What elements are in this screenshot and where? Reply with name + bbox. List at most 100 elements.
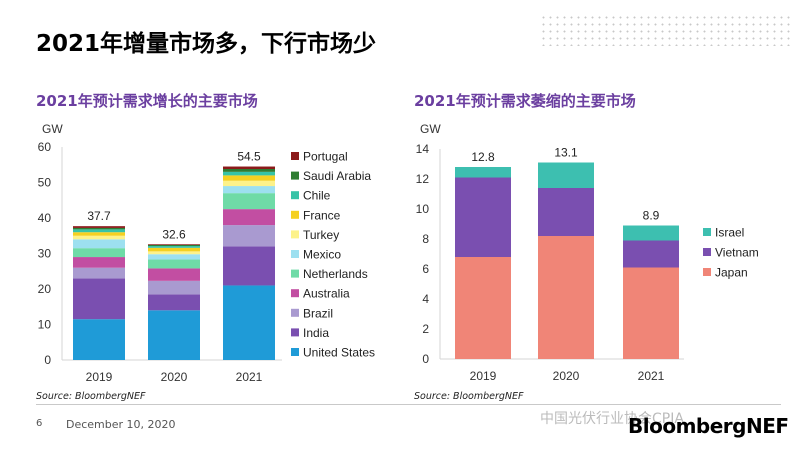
right-bar-segment-vietnam-2021: [623, 240, 679, 268]
left-bar-segment-chile-2021: [223, 171, 275, 176]
left-bar-total-label-2021: 54.5: [237, 150, 261, 164]
left-bar-segment-chile-2019: [73, 229, 125, 233]
right-ytick-label: 6: [422, 262, 429, 276]
left-bar-segment-turkey-2020: [148, 251, 200, 255]
left-chart-source: Source: BloombergNEF: [36, 391, 146, 402]
right-bar-segment-vietnam-2020: [538, 188, 594, 236]
slide-date: December 10, 2020: [66, 418, 176, 431]
left-bar-segment-portugal-2019: [73, 226, 125, 228]
right-ytick-label: 4: [422, 292, 429, 306]
left-legend-label-portugal: Portugal: [303, 150, 348, 164]
brand-logo-text: BloombergNEF: [628, 414, 789, 438]
right-bar-segment-japan-2019: [455, 257, 511, 359]
left-legend-swatch-saudi-arabia: [291, 171, 299, 180]
right-ylabel: GW: [420, 122, 441, 136]
left-bar-segment-netherlands-2019: [73, 248, 125, 258]
page-number: 6: [36, 418, 43, 429]
left-bar-segment-portugal-2020: [148, 244, 200, 245]
right-bar-segment-japan-2020: [538, 236, 594, 359]
right-bar-segment-japan-2021: [623, 267, 679, 359]
left-ytick-label: 20: [38, 282, 52, 296]
decorative-dot-pattern: [540, 14, 790, 46]
right-ytick-label: 12: [416, 172, 430, 186]
slide-title: 2021年增量市场多，下行市场少: [36, 31, 377, 57]
right-bar-segment-israel-2020: [538, 162, 594, 188]
left-bar-segment-saudi-arabia-2019: [73, 227, 125, 230]
right-bar-total-label-2020: 13.1: [554, 146, 578, 160]
left-legend-swatch-mexico: [291, 250, 299, 258]
left-bar-segment-france-2021: [223, 175, 275, 181]
right-legend-label-israel: Israel: [715, 226, 744, 240]
left-legend-label-australia: Australia: [303, 287, 350, 301]
left-legend-swatch-united-states: [291, 348, 299, 356]
left-bar-segment-australia-2020: [148, 268, 200, 281]
left-bar-segment-saudi-arabia-2020: [148, 244, 200, 247]
left-legend-swatch-brazil: [291, 308, 299, 317]
left-legend-label-saudi-arabia: Saudi Arabia: [303, 169, 371, 183]
left-ylabel: GW: [42, 122, 63, 136]
left-x-tick-label: 2020: [161, 370, 188, 384]
left-ytick-label: 50: [38, 176, 52, 190]
watermark-text: 中国光伏行业协会CPIA: [540, 411, 684, 427]
left-bar-segment-united-states-2019: [73, 319, 125, 360]
right-legend-swatch-japan: [703, 268, 711, 276]
left-x-tick-label: 2021: [236, 370, 263, 384]
left-legend-label-india: India: [303, 326, 329, 340]
left-legend-label-turkey: Turkey: [303, 228, 339, 242]
left-x-tick-label: 2019: [86, 370, 113, 384]
footer-divider: [36, 404, 781, 405]
right-bar-segment-vietnam-2019: [455, 177, 511, 257]
right-legend-swatch-vietnam: [703, 248, 711, 256]
left-bar-segment-mexico-2020: [148, 254, 200, 260]
left-bar-segment-portugal-2021: [223, 166, 275, 170]
left-legend-label-netherlands: Netherlands: [303, 267, 368, 281]
left-legend-label-mexico: Mexico: [303, 248, 341, 262]
right-legend-label-japan: Japan: [715, 266, 748, 280]
left-legend-swatch-france: [291, 210, 299, 219]
right-x-tick-label: 2020: [553, 369, 580, 383]
left-bar-segment-brazil-2019: [73, 267, 125, 279]
right-bar-total-label-2019: 12.8: [471, 150, 495, 164]
left-legend-swatch-netherlands: [291, 269, 299, 278]
right-chart-title: 2021年预计需求萎缩的主要市场: [414, 92, 636, 110]
left-legend-swatch-chile: [291, 191, 299, 200]
right-bar-segment-israel-2019: [455, 167, 511, 178]
right-x-tick-label: 2021: [638, 369, 665, 383]
left-legend-label-france: France: [303, 208, 341, 222]
left-legend-label-brazil: Brazil: [303, 306, 333, 320]
right-ytick-label: 10: [416, 202, 430, 216]
left-bar-segment-mexico-2021: [223, 186, 275, 194]
right-ytick-label: 2: [422, 322, 429, 336]
left-legend-label-united-states: United States: [303, 346, 375, 360]
left-bar-segment-netherlands-2020: [148, 259, 200, 269]
left-bar-segment-turkey-2019: [73, 235, 125, 240]
left-bar-segment-brazil-2021: [223, 225, 275, 247]
left-chart-title: 2021年预计需求增长的主要市场: [36, 92, 258, 110]
left-bar-segment-india-2021: [223, 246, 275, 286]
left-legend-swatch-turkey: [291, 230, 299, 239]
left-bar-segment-united-states-2021: [223, 285, 275, 360]
left-ytick-label: 10: [38, 318, 52, 332]
left-bar-segment-netherlands-2021: [223, 193, 275, 210]
left-bar-segment-united-states-2020: [148, 310, 200, 360]
left-legend-label-chile: Chile: [303, 189, 331, 203]
left-bar-segment-australia-2021: [223, 209, 275, 226]
left-bar-total-label-2020: 32.6: [162, 227, 186, 241]
left-bar-total-label-2019: 37.7: [87, 209, 111, 223]
left-legend-swatch-portugal: [291, 152, 299, 160]
left-bar-segment-india-2019: [73, 278, 125, 320]
right-legend-label-vietnam: Vietnam: [715, 246, 759, 260]
left-bar-segment-france-2020: [148, 247, 200, 252]
left-ytick-label: 30: [38, 247, 52, 261]
left-bar-segment-saudi-arabia-2021: [223, 169, 275, 172]
left-bar-segment-mexico-2019: [73, 239, 125, 249]
left-legend-swatch-india: [291, 328, 299, 337]
left-bar-segment-brazil-2020: [148, 280, 200, 295]
left-bar-segment-chile-2020: [148, 246, 200, 248]
right-bar-segment-israel-2021: [623, 225, 679, 241]
right-x-tick-label: 2019: [470, 369, 497, 383]
right-ytick-label: 8: [422, 232, 429, 246]
left-bar-segment-france-2019: [73, 232, 125, 236]
right-ytick-label: 14: [416, 142, 430, 156]
left-ytick-label: 60: [38, 140, 52, 154]
